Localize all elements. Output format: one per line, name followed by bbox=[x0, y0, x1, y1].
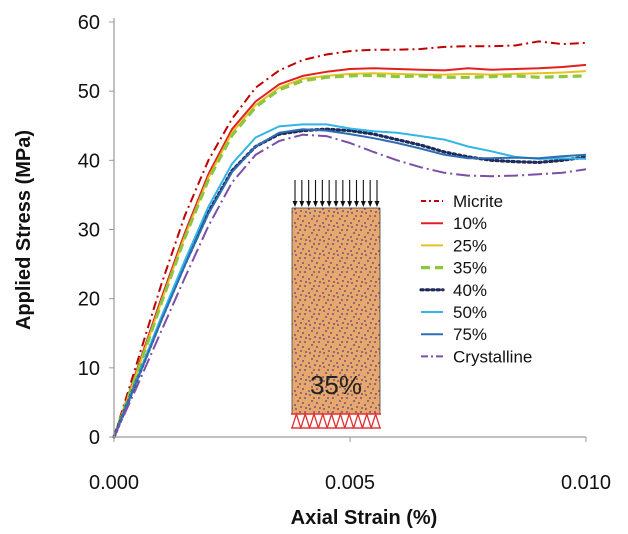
plot-area bbox=[112, 40, 588, 439]
legend-label: 25% bbox=[453, 236, 487, 255]
support-triangle bbox=[291, 411, 302, 429]
load-arrow-head bbox=[374, 201, 380, 207]
support-triangle bbox=[361, 411, 373, 429]
specimen-block bbox=[291, 207, 381, 415]
series-line-35 bbox=[112, 73, 587, 438]
series-line-10 bbox=[113, 63, 587, 438]
load-arrow-head bbox=[340, 201, 346, 207]
load-arrow-head bbox=[367, 201, 373, 207]
x-tick-labels: 0.000 0.005 0.010 bbox=[89, 437, 611, 494]
specimen-inset: 35% bbox=[291, 180, 381, 429]
legend-label: 40% bbox=[453, 281, 487, 300]
support-triangle bbox=[317, 411, 329, 429]
legend-label: 10% bbox=[453, 214, 487, 233]
support-triangle bbox=[343, 411, 355, 429]
y-tick-labels: 0 10 20 30 40 50 60 bbox=[78, 12, 114, 449]
load-arrow-head bbox=[347, 201, 353, 207]
y-tick-label: 40 bbox=[78, 150, 100, 172]
load-arrow-head bbox=[360, 201, 366, 207]
x-tick-label: 0.005 bbox=[325, 472, 375, 494]
series-line-crystalline bbox=[113, 133, 587, 438]
load-arrow-head bbox=[306, 201, 312, 207]
series-line-50 bbox=[113, 123, 587, 438]
support-triangle bbox=[370, 411, 381, 429]
legend-label: 35% bbox=[453, 259, 487, 278]
y-tick-label: 20 bbox=[78, 289, 100, 311]
y-tick-label: 50 bbox=[78, 81, 100, 103]
y-tick-label: 60 bbox=[78, 12, 100, 34]
support-triangle bbox=[299, 411, 311, 429]
series-line-75 bbox=[113, 128, 587, 438]
legend-label: 50% bbox=[453, 303, 487, 322]
support-triangle bbox=[326, 411, 337, 429]
legend-label: 75% bbox=[453, 325, 487, 344]
legend-label: Crystalline bbox=[453, 347, 532, 366]
y-tick-label: 30 bbox=[78, 220, 100, 242]
load-arrow-head bbox=[354, 201, 359, 207]
support-triangle bbox=[335, 411, 346, 429]
support-triangle bbox=[352, 411, 364, 429]
series-line-25 bbox=[113, 70, 587, 438]
y-axis-title: Applied Stress (MPa) bbox=[13, 130, 35, 330]
y-tick-label: 0 bbox=[89, 427, 100, 449]
series-line-micrite bbox=[113, 40, 587, 438]
x-tick-label: 0.000 bbox=[89, 472, 139, 494]
load-arrow-head bbox=[319, 201, 325, 207]
x-tick-label: 0.010 bbox=[561, 472, 611, 494]
load-arrow-head bbox=[299, 201, 305, 207]
legend-label: Micrite bbox=[453, 192, 503, 211]
support-triangle bbox=[308, 411, 320, 429]
load-arrow-head bbox=[326, 201, 332, 207]
load-arrow-head bbox=[333, 201, 339, 207]
y-tick-label: 10 bbox=[78, 358, 100, 380]
inset-label: 35% bbox=[310, 370, 362, 400]
x-axis-title: Axial Strain (%) bbox=[291, 507, 438, 529]
load-arrow-head bbox=[292, 201, 298, 207]
load-arrow-head bbox=[313, 201, 318, 207]
legend: Micrite 10% 25% 35% 40% 50% 75% Crystalline bbox=[419, 192, 532, 366]
